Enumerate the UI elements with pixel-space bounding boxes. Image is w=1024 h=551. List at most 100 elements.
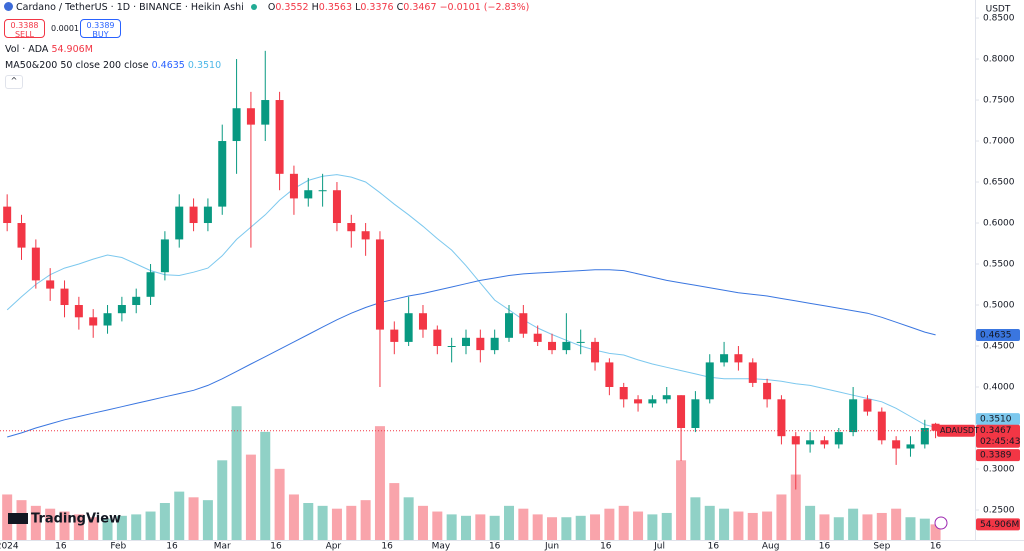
buy-button[interactable]: 0.3389 BUY	[80, 19, 121, 39]
y-tick-label: 0.2500	[983, 505, 1015, 515]
candle-body	[175, 206, 184, 240]
y-tick-label: 0.3000	[983, 464, 1015, 474]
volume-tag: 54.906M	[980, 520, 1019, 530]
volume-title[interactable]: Vol · ADA	[5, 44, 49, 55]
y-tick-label: 0.5500	[983, 260, 1015, 270]
moving-average-line	[7, 269, 936, 438]
sell-button[interactable]: 0.3388 SELL	[4, 19, 45, 39]
volume-bar	[504, 505, 515, 540]
symbol-row: Cardano / TetherUS · 1D · BINANCE · Heik…	[4, 2, 529, 13]
volume-bar	[188, 497, 199, 540]
buy-price: 0.3389	[86, 21, 115, 30]
volume-bar	[88, 517, 99, 540]
symbol-title[interactable]: Cardano / TetherUS · 1D · BINANCE · Heik…	[16, 2, 244, 13]
candle-body	[117, 305, 126, 314]
candle-body	[89, 317, 98, 326]
candle-body	[490, 337, 499, 351]
moving-average-line	[6, 174, 936, 428]
candle-body	[289, 173, 298, 199]
volume-bar	[174, 491, 185, 540]
volume-bar	[690, 497, 701, 540]
volume-bar	[116, 515, 127, 540]
volume-layer	[2, 406, 941, 540]
volume-bar	[905, 517, 916, 540]
volume-bar	[145, 511, 156, 540]
spread: 0.0001	[51, 24, 79, 33]
volume-bar	[733, 511, 744, 540]
volume-bar	[288, 494, 299, 540]
candle-body	[849, 399, 858, 433]
candle-body	[17, 223, 26, 248]
volume-bar	[446, 514, 457, 540]
logo-mark	[8, 513, 28, 524]
volume-bar	[331, 508, 342, 540]
candle-body	[60, 288, 69, 306]
volume-bar	[848, 508, 859, 540]
ma-title[interactable]: MA50&200 50 close 200 close	[5, 60, 149, 71]
ohlc-label: C	[396, 2, 404, 13]
candle-body	[920, 427, 929, 445]
x-tick-label: 2024	[0, 542, 19, 551]
candle-body	[720, 354, 729, 363]
candle-body	[418, 313, 427, 330]
volume-bar	[245, 454, 256, 540]
candle-body	[203, 206, 212, 224]
ma50-tag: 0.3510	[980, 415, 1012, 425]
price-change: −0.0101 (−2.83%)	[439, 2, 530, 13]
candle-body	[662, 395, 671, 400]
x-tick-label: 16	[381, 542, 393, 551]
y-tick-label: 0.6500	[983, 178, 1015, 188]
candle-body	[31, 247, 40, 281]
currency-button[interactable]: USDT	[986, 5, 1011, 15]
volume-bar	[719, 508, 730, 540]
volume-bar	[432, 511, 443, 540]
buy-label: BUY	[92, 30, 109, 39]
candle-body	[791, 436, 800, 445]
candle-body	[275, 100, 284, 174]
y-tick-label: 0.7500	[983, 96, 1015, 106]
volume-bar	[618, 505, 629, 540]
ma200-tag: 0.4635	[980, 330, 1012, 340]
volume-bar	[45, 508, 56, 540]
volume-bar	[930, 524, 941, 540]
candle-body	[347, 223, 356, 232]
volume-bar	[360, 500, 371, 540]
volume-bar	[202, 500, 213, 540]
collapse-button[interactable]: ^	[5, 75, 23, 89]
last-price-tag: 0.3467	[980, 426, 1012, 436]
volume-value: 54.906M	[51, 44, 93, 55]
ohlc-value: 0.3467	[403, 2, 437, 13]
volume-legend: Vol · ADA 54.906M	[5, 44, 93, 55]
x-tick-label: 16	[708, 542, 720, 551]
volume-bar	[575, 515, 586, 540]
volume-bar	[260, 431, 271, 540]
x-tick-label: 16	[489, 542, 501, 551]
volume-bar	[389, 483, 400, 540]
candle-body	[433, 329, 442, 347]
volume-bar	[102, 518, 113, 540]
candle-body	[519, 313, 528, 334]
ma200-value: 0.4635	[151, 60, 185, 71]
candle-body	[390, 329, 399, 342]
market-status	[250, 4, 257, 10]
ma50-tag-box	[976, 413, 1020, 426]
x-tick-label: 16	[819, 542, 831, 551]
candle-body	[218, 141, 227, 207]
tradingview-logo: TradingView	[8, 512, 121, 527]
volume-bar	[460, 515, 471, 540]
candle-body	[906, 444, 915, 449]
volume-bar	[833, 517, 844, 540]
alert-icon[interactable]	[934, 516, 948, 530]
candle-body	[705, 362, 714, 400]
last-price-tag: 02:45:43	[980, 437, 1020, 447]
y-tick-label: 0.4000	[983, 383, 1015, 393]
candle-body	[834, 432, 843, 445]
candle-body	[74, 305, 83, 318]
candle-body	[763, 382, 772, 400]
candle-body	[777, 399, 786, 437]
ma50-value: 0.3510	[187, 60, 222, 71]
candle-body	[562, 341, 571, 351]
last-price-tag-box	[976, 424, 1020, 448]
x-tick-label: Jun	[544, 542, 559, 551]
